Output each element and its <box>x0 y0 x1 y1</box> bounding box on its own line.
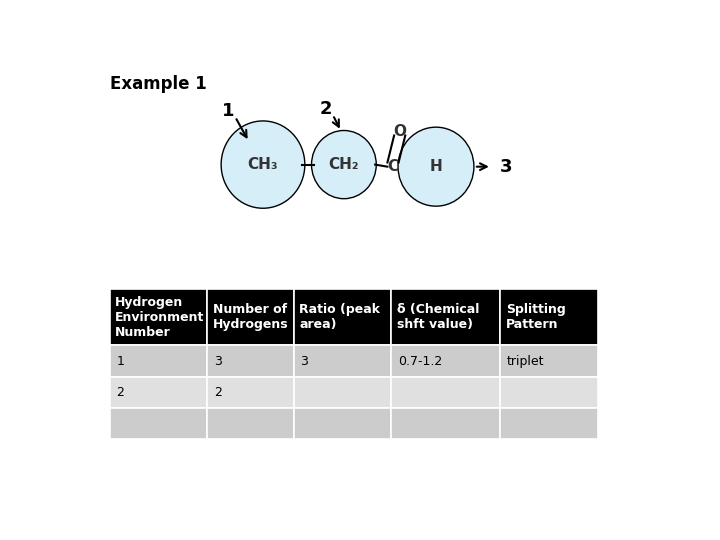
Bar <box>109 408 207 439</box>
Text: Example 1: Example 1 <box>109 75 207 93</box>
Bar <box>500 408 598 439</box>
Text: H: H <box>430 159 442 174</box>
Bar <box>500 289 598 346</box>
Bar <box>294 377 392 408</box>
Text: O: O <box>393 124 406 139</box>
Bar <box>294 408 392 439</box>
Text: δ (Chemical
shft value): δ (Chemical shft value) <box>397 303 480 332</box>
Bar <box>500 346 598 377</box>
Text: Hydrogen
Environment
Number: Hydrogen Environment Number <box>115 296 204 339</box>
Bar <box>207 289 294 346</box>
Ellipse shape <box>398 127 474 206</box>
Bar <box>109 289 207 346</box>
Text: Ratio (peak
area): Ratio (peak area) <box>300 303 380 332</box>
Bar <box>207 377 294 408</box>
Text: 1: 1 <box>222 103 235 120</box>
Text: 2: 2 <box>116 386 124 399</box>
Bar <box>294 346 392 377</box>
Text: triplet: triplet <box>507 355 544 368</box>
Text: 0.7-1.2: 0.7-1.2 <box>398 355 442 368</box>
Text: 3: 3 <box>500 158 513 176</box>
Text: 2: 2 <box>214 386 222 399</box>
Ellipse shape <box>221 121 305 208</box>
Bar <box>207 346 294 377</box>
Bar <box>294 289 392 346</box>
Ellipse shape <box>312 131 377 199</box>
Bar <box>392 408 500 439</box>
Text: 1: 1 <box>116 355 124 368</box>
Bar <box>109 346 207 377</box>
Text: 2: 2 <box>320 100 333 118</box>
Text: Splitting
Pattern: Splitting Pattern <box>505 303 565 332</box>
Bar <box>392 377 500 408</box>
Text: CH₃: CH₃ <box>248 157 279 172</box>
Text: 3: 3 <box>300 355 308 368</box>
Bar <box>109 377 207 408</box>
Text: C: C <box>387 159 399 174</box>
Bar <box>500 377 598 408</box>
Text: 3: 3 <box>214 355 222 368</box>
Bar <box>392 346 500 377</box>
Bar <box>207 408 294 439</box>
Text: CH₂: CH₂ <box>328 157 359 172</box>
Text: Number of
Hydrogens: Number of Hydrogens <box>213 303 289 332</box>
Bar <box>392 289 500 346</box>
